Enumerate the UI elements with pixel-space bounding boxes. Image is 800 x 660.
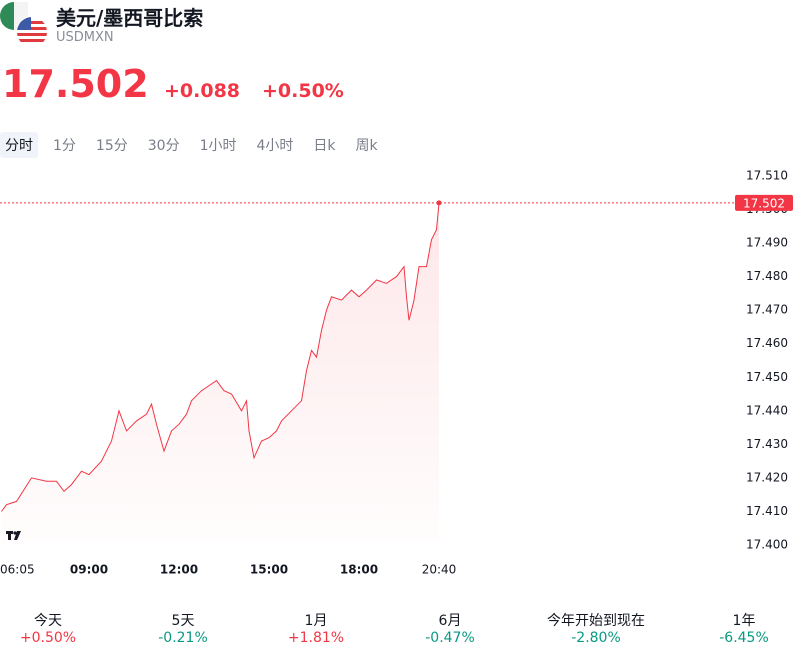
period-change: -2.80% [571, 630, 621, 646]
price-line [1, 202, 440, 512]
y-tick-label: 17.440 [746, 403, 788, 417]
x-tick-label: 09:00 [70, 563, 108, 577]
y-tick-label: 17.410 [746, 504, 788, 518]
y-tick-label: 17.490 [746, 236, 788, 250]
tab[interactable]: 分时 [0, 132, 38, 158]
y-tick-label: 17.450 [746, 370, 788, 384]
y-tick-label: 17.510 [746, 169, 788, 183]
period-label: 5天 [171, 613, 195, 629]
x-tick-label: 12:00 [160, 563, 198, 577]
period-change: +1.81% [287, 630, 345, 646]
period-label: 今年开始到现在 [547, 613, 645, 629]
y-tick-label: 17.460 [746, 336, 788, 350]
period-change: -0.21% [158, 630, 208, 646]
y-tick-label: 17.430 [746, 437, 788, 451]
last-point [436, 200, 442, 206]
change-pct: +0.50% [262, 80, 344, 102]
chart: 17.400 17.410 17.420 17.430 17.440 17.450 17.4… [0, 169, 793, 577]
y-tick-label: 17.420 [746, 470, 788, 484]
tab[interactable]: 周k [355, 138, 378, 154]
x-tick-label: 15:00 [250, 563, 288, 577]
title: 美元/墨西哥比索 [56, 6, 204, 30]
x-tick-label: 06:05 [0, 563, 35, 577]
tab[interactable]: 1小时 [199, 138, 237, 154]
x-tick-label: 20:40 [422, 563, 457, 577]
x-tick-label: 18:00 [340, 563, 378, 577]
tab[interactable]: 1分 [53, 138, 76, 154]
y-tick-label: 17.480 [746, 269, 788, 283]
tab[interactable]: 15分 [95, 138, 128, 154]
y-tick-label: 17.470 [746, 303, 788, 317]
change: +0.088 [164, 80, 241, 102]
tab[interactable]: 30分 [147, 138, 180, 154]
period-change: -0.47% [425, 630, 475, 646]
area [1, 202, 439, 546]
y-tick-label: 17.400 [746, 538, 788, 552]
period-label: 今天 [34, 613, 62, 629]
period-label: 1月 [304, 613, 328, 629]
flag-icon [0, 2, 48, 48]
price-badge [735, 194, 793, 211]
tab-bar: 分时 1分 15分 30分 1小时 4小时 日k 周k [0, 132, 393, 158]
tab[interactable]: 日k [313, 138, 336, 154]
tab[interactable]: 4小时 [256, 138, 294, 154]
price-badge-label: 17.502 [743, 196, 785, 210]
period-change: -6.45% [719, 630, 769, 646]
period-label: 1年 [732, 613, 756, 629]
price: 17.502 [2, 62, 149, 106]
symbol: USDMXN [56, 30, 114, 45]
period-label: 6月 [438, 613, 462, 629]
period-change: +0.50% [19, 630, 77, 646]
